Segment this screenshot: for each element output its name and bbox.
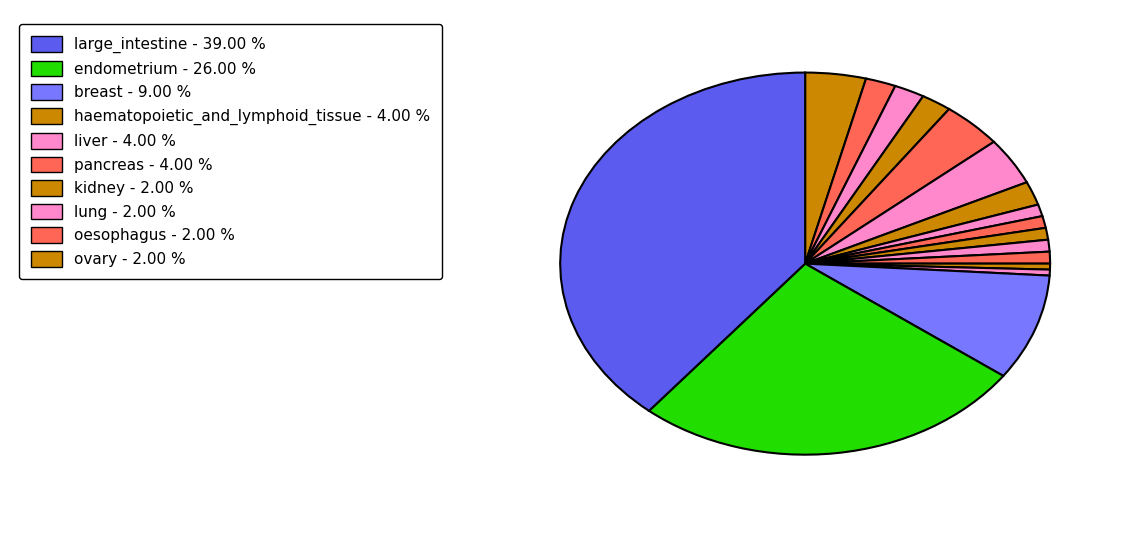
Wedge shape bbox=[805, 109, 993, 264]
Wedge shape bbox=[560, 73, 805, 411]
Wedge shape bbox=[805, 239, 1050, 264]
Wedge shape bbox=[805, 79, 896, 264]
Wedge shape bbox=[805, 96, 949, 264]
Wedge shape bbox=[805, 264, 1050, 376]
Wedge shape bbox=[805, 216, 1046, 264]
Wedge shape bbox=[805, 73, 866, 264]
Wedge shape bbox=[805, 252, 1050, 264]
Wedge shape bbox=[805, 182, 1038, 264]
Wedge shape bbox=[805, 264, 1050, 270]
Wedge shape bbox=[805, 264, 1050, 275]
Wedge shape bbox=[649, 264, 1004, 455]
Wedge shape bbox=[805, 86, 923, 264]
Wedge shape bbox=[805, 204, 1042, 264]
Legend: large_intestine - 39.00 %, endometrium - 26.00 %, breast - 9.00 %, haematopoieti: large_intestine - 39.00 %, endometrium -… bbox=[19, 24, 442, 279]
Wedge shape bbox=[805, 142, 1026, 264]
Wedge shape bbox=[805, 228, 1048, 264]
